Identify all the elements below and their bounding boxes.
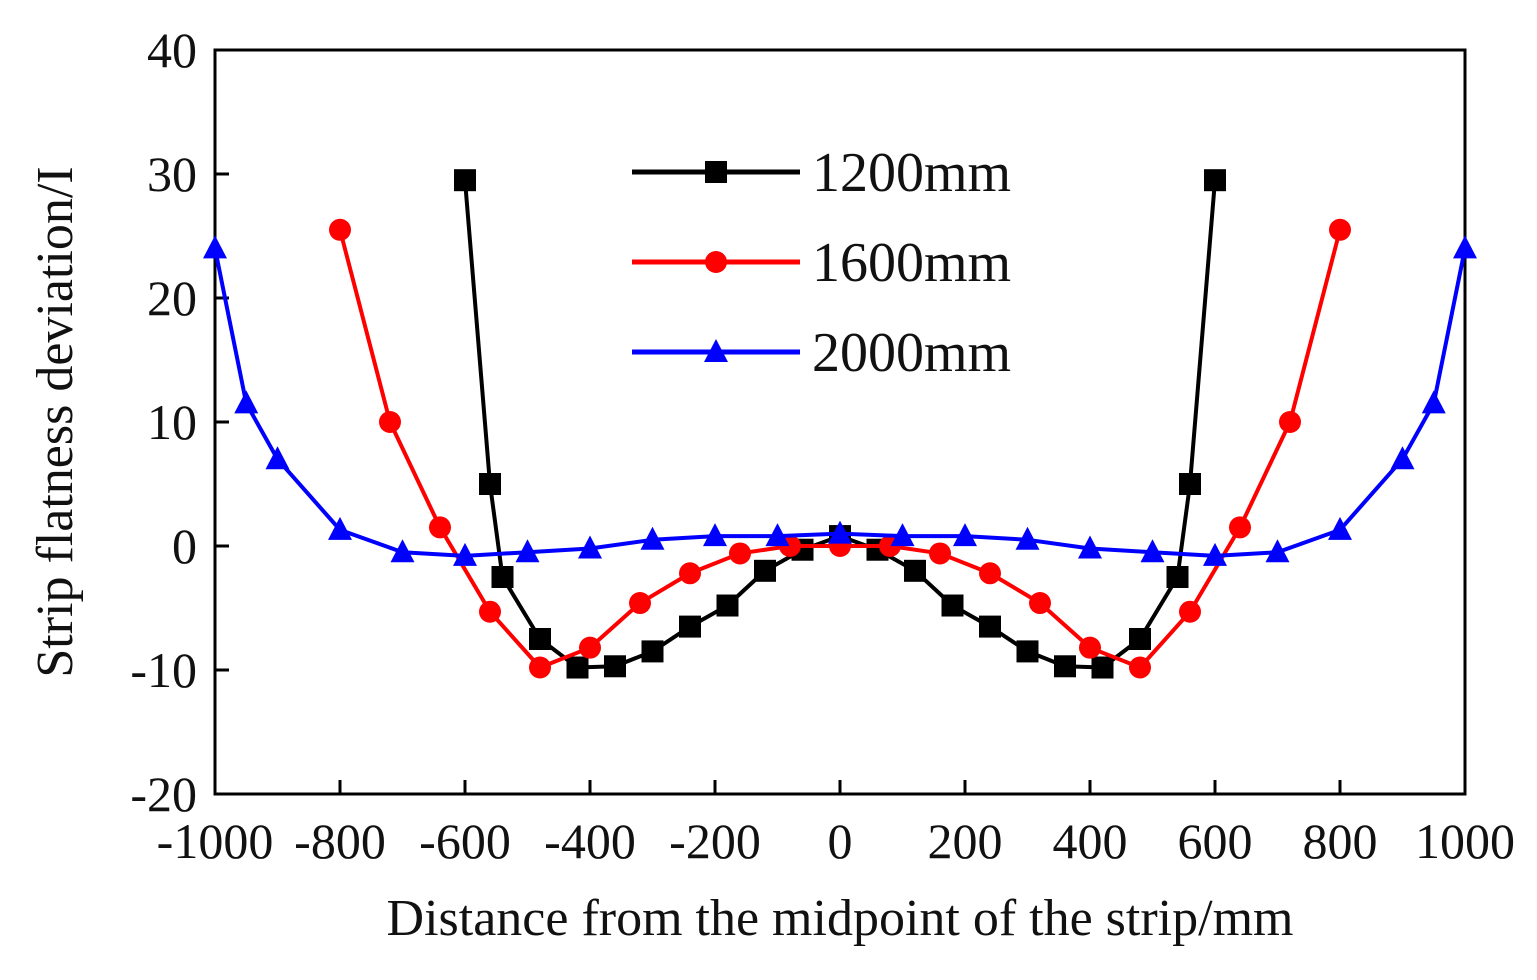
x-axis: -1000 -800 -600 -400 -200 0 200 400 600 800 1000 [157, 780, 1515, 869]
data-point [1054, 655, 1076, 678]
data-point [629, 592, 651, 615]
y-tick-label: 40 [147, 22, 197, 78]
y-tick-label: -20 [130, 766, 197, 822]
data-point [679, 562, 701, 585]
y-tick-label: -10 [130, 642, 197, 698]
data-point [1265, 539, 1290, 563]
data-point [1179, 473, 1201, 495]
data-point [578, 535, 602, 559]
legend-item: 1600mm [632, 232, 1011, 294]
data-point [604, 655, 626, 678]
x-axis-title: Distance from the midpoint of the strip/… [387, 890, 1294, 947]
data-point [641, 640, 664, 663]
y-tick-label: 20 [147, 270, 197, 326]
data-point [703, 523, 727, 547]
data-point [1129, 628, 1151, 650]
data-point [379, 411, 401, 433]
legend-label: 1600mm [812, 232, 1011, 294]
y-tick-label: 30 [147, 146, 197, 202]
data-point [566, 656, 589, 679]
data-point [579, 636, 601, 659]
data-point [479, 600, 501, 623]
data-point [479, 473, 501, 495]
data-point [716, 594, 739, 617]
x-tick-label: 400 [1053, 813, 1128, 869]
legend-marker [704, 339, 728, 362]
legend-item: 2000mm [632, 322, 1011, 384]
data-point [1453, 235, 1477, 259]
data-point [1091, 656, 1114, 679]
legend-label: 1200mm [812, 142, 1011, 204]
data-point [953, 523, 977, 547]
data-point [765, 523, 790, 547]
data-point [1204, 169, 1226, 192]
y-axis-title: Strip flatness deviation/I [27, 166, 84, 677]
data-point [1328, 516, 1352, 540]
x-tick-label: -1000 [157, 813, 274, 869]
data-point [1179, 600, 1201, 623]
data-point [904, 559, 926, 582]
data-point [529, 656, 551, 679]
data-point [1390, 446, 1415, 470]
y-tick-label: 0 [172, 518, 197, 574]
data-point [328, 516, 352, 540]
data-point [679, 615, 701, 638]
data-point [1029, 592, 1051, 615]
y-tick-label: 10 [147, 394, 197, 450]
data-point [1016, 640, 1039, 663]
data-point [329, 218, 351, 241]
plot-area [213, 48, 1467, 796]
data-point [1229, 516, 1251, 539]
data-point [203, 235, 227, 259]
series-1600mm [329, 218, 1351, 679]
data-point [234, 390, 259, 414]
data-point [390, 539, 415, 563]
data-point [979, 562, 1001, 585]
data-point [429, 516, 451, 539]
data-point [529, 628, 551, 650]
data-point [453, 542, 477, 566]
data-point [640, 526, 665, 550]
data-point [1421, 390, 1446, 414]
data-point [929, 542, 951, 565]
x-tick-label: -200 [669, 813, 761, 869]
data-point [941, 594, 964, 617]
data-point [454, 169, 476, 192]
y-axis: -20 -10 0 10 20 30 40 [130, 22, 229, 822]
data-point [1129, 656, 1151, 679]
data-point [729, 542, 751, 565]
x-tick-label: 0 [828, 813, 853, 869]
data-point [1140, 539, 1165, 563]
x-tick-label: 200 [928, 813, 1003, 869]
x-tick-label: -800 [294, 813, 386, 869]
data-point [979, 615, 1001, 638]
data-point [890, 523, 915, 547]
x-tick-label: -400 [544, 813, 636, 869]
x-tick-label: 600 [1178, 813, 1253, 869]
data-point [1015, 526, 1040, 550]
data-point [754, 559, 776, 582]
data-point [515, 539, 540, 563]
data-point [491, 566, 514, 588]
series-2000mm [203, 235, 1477, 566]
x-tick-label: 800 [1303, 813, 1378, 869]
data-point [265, 446, 290, 470]
legend: 1200mm 1600mm 2000mm [632, 142, 1011, 384]
data-point [1166, 566, 1189, 588]
legend-label: 2000mm [812, 322, 1011, 384]
legend-item: 1200mm [632, 142, 1011, 204]
series-layer [203, 169, 1477, 679]
legend-marker [705, 161, 727, 183]
data-point [828, 520, 852, 544]
data-point [1329, 218, 1351, 241]
data-point [1279, 411, 1301, 433]
x-tick-label: -600 [419, 813, 511, 869]
x-tick-label: 1000 [1415, 813, 1515, 869]
legend-marker [705, 251, 727, 273]
data-point [1079, 636, 1101, 659]
data-point [1203, 542, 1227, 566]
data-point [1078, 535, 1102, 559]
